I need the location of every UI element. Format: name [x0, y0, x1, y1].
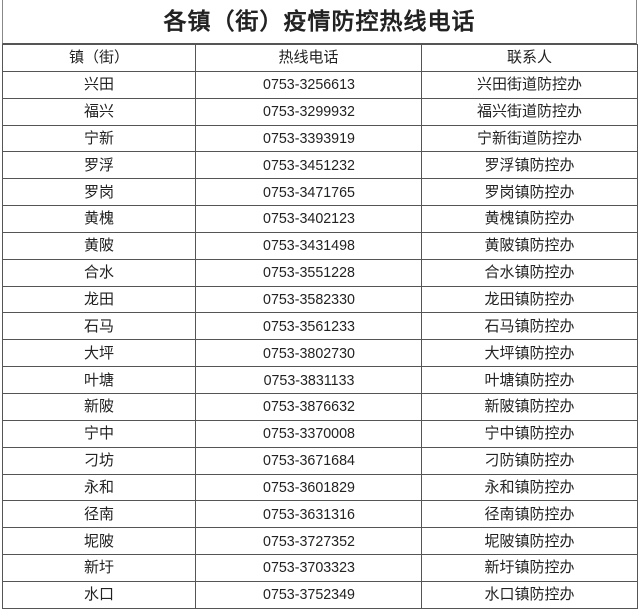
- town-cell: 石马: [2, 312, 196, 341]
- hotline-cell: 0753-3727352: [200, 527, 417, 556]
- town-cell: 水口: [2, 580, 196, 609]
- table-row: 宁中 0753-3370008 宁中镇防控办: [2, 419, 638, 448]
- town-cell: 径南: [2, 500, 196, 529]
- table-row: 刁坊 0753-3671684 刁防镇防控办: [2, 446, 638, 475]
- contact-cell: 罗浮镇防控办: [421, 151, 638, 180]
- town-cell: 宁新: [2, 124, 196, 153]
- table-row: 石马 0753-3561233 石马镇防控办: [2, 312, 638, 341]
- table-row: 坭陂 0753-3727352 坭陂镇防控办: [2, 527, 638, 556]
- contact-cell: 福兴街道防控办: [421, 97, 638, 126]
- hotline-cell: 0753-3370008: [200, 419, 417, 448]
- contact-cell: 径南镇防控办: [421, 500, 638, 529]
- contact-cell: 罗岗镇防控办: [421, 178, 638, 207]
- contact-cell: 兴田街道防控办: [421, 70, 638, 99]
- town-cell: 罗浮: [2, 151, 196, 180]
- table-row: 宁新 0753-3393919 宁新街道防控办: [2, 124, 638, 153]
- table-row: 龙田 0753-3582330 龙田镇防控办: [2, 285, 638, 314]
- hotline-table: 镇（街） 热线电话 联系人 兴田 0753-3256613 兴田街道防控办 福兴 075…: [2, 44, 638, 609]
- hotline-cell: 0753-3831133: [200, 366, 417, 394]
- town-cell: 福兴: [2, 97, 196, 126]
- hotline-cell: 0753-3582330: [200, 285, 417, 314]
- contact-cell: 大坪镇防控办: [421, 339, 638, 368]
- town-cell: 永和: [2, 473, 196, 502]
- table-row: 黄陂 0753-3431498 黄陂镇防控办: [2, 231, 638, 260]
- hotline-cell: 0753-3703323: [200, 554, 417, 582]
- table-row: 永和 0753-3601829 永和镇防控办: [2, 473, 638, 502]
- contact-cell: 石马镇防控办: [421, 312, 638, 341]
- hotline-cell: 0753-3299932: [200, 97, 417, 126]
- town-cell: 兴田: [2, 70, 196, 99]
- header-hotline: 热线电话: [195, 44, 422, 72]
- contact-cell: 宁新街道防控办: [421, 124, 638, 153]
- header-town: 镇（街）: [2, 44, 196, 72]
- town-cell: 黄槐: [2, 205, 196, 233]
- town-cell: 新陂: [2, 392, 196, 421]
- hotline-cell: 0753-3402123: [200, 205, 417, 233]
- hotline-cell: 0753-3561233: [200, 312, 417, 341]
- hotline-cell: 0753-3802730: [200, 339, 417, 368]
- contact-cell: 刁防镇防控办: [421, 446, 638, 475]
- town-cell: 新圩: [2, 554, 196, 582]
- hotline-cell: 0753-3551228: [200, 258, 417, 287]
- hotline-cell: 0753-3451232: [200, 151, 417, 180]
- town-cell: 刁坊: [2, 446, 196, 475]
- contact-cell: 新圩镇防控办: [421, 554, 638, 582]
- hotline-cell: 0753-3471765: [200, 178, 417, 207]
- table-row: 黄槐 0753-3402123 黄槐镇防控办: [2, 205, 638, 233]
- hotline-cell: 0753-3256613: [200, 70, 417, 99]
- table-row: 径南 0753-3631316 径南镇防控办: [2, 500, 638, 529]
- contact-cell: 坭陂镇防控办: [421, 527, 638, 556]
- hotline-cell: 0753-3431498: [200, 231, 417, 260]
- table-row: 兴田 0753-3256613 兴田街道防控办: [2, 70, 638, 99]
- page-title: 各镇（街）疫情防控热线电话: [2, 0, 637, 44]
- town-cell: 黄陂: [2, 231, 196, 260]
- contact-cell: 水口镇防控办: [421, 580, 638, 609]
- hotline-cell: 0753-3601829: [200, 473, 417, 502]
- contact-cell: 黄陂镇防控办: [421, 231, 638, 260]
- table-row: 水口 0753-3752349 水口镇防控办: [2, 580, 638, 609]
- header-contact: 联系人: [421, 44, 638, 72]
- town-cell: 合水: [2, 258, 196, 287]
- contact-cell: 宁中镇防控办: [421, 419, 638, 448]
- town-cell: 龙田: [2, 285, 196, 314]
- contact-cell: 合水镇防控办: [421, 258, 638, 287]
- hotline-cell: 0753-3631316: [200, 500, 417, 529]
- hotline-cell: 0753-3393919: [200, 124, 417, 153]
- hotline-cell: 0753-3671684: [200, 446, 417, 475]
- table-row: 叶塘 0753-3831133 叶塘镇防控办: [2, 366, 638, 394]
- contact-cell: 永和镇防控办: [421, 473, 638, 502]
- town-cell: 罗岗: [2, 178, 196, 207]
- contact-cell: 叶塘镇防控办: [421, 366, 638, 394]
- table-row: 福兴 0753-3299932 福兴街道防控办: [2, 97, 638, 126]
- contact-cell: 黄槐镇防控办: [421, 205, 638, 233]
- table-row: 大坪 0753-3802730 大坪镇防控办: [2, 339, 638, 368]
- table-row: 合水 0753-3551228 合水镇防控办: [2, 258, 638, 287]
- hotline-cell: 0753-3752349: [200, 580, 417, 609]
- table-row: 新陂 0753-3876632 新陂镇防控办: [2, 392, 638, 421]
- hotline-cell: 0753-3876632: [200, 392, 417, 421]
- town-cell: 叶塘: [2, 366, 196, 394]
- contact-cell: 龙田镇防控办: [421, 285, 638, 314]
- table-row: 罗岗 0753-3471765 罗岗镇防控办: [2, 178, 638, 207]
- table-row: 罗浮 0753-3451232 罗浮镇防控办: [2, 151, 638, 180]
- contact-cell: 新陂镇防控办: [421, 392, 638, 421]
- town-cell: 大坪: [2, 339, 196, 368]
- town-cell: 宁中: [2, 419, 196, 448]
- table-header-row: 镇（街） 热线电话 联系人: [2, 44, 638, 72]
- table-row: 新圩 0753-3703323 新圩镇防控办: [2, 554, 638, 582]
- town-cell: 坭陂: [2, 527, 196, 556]
